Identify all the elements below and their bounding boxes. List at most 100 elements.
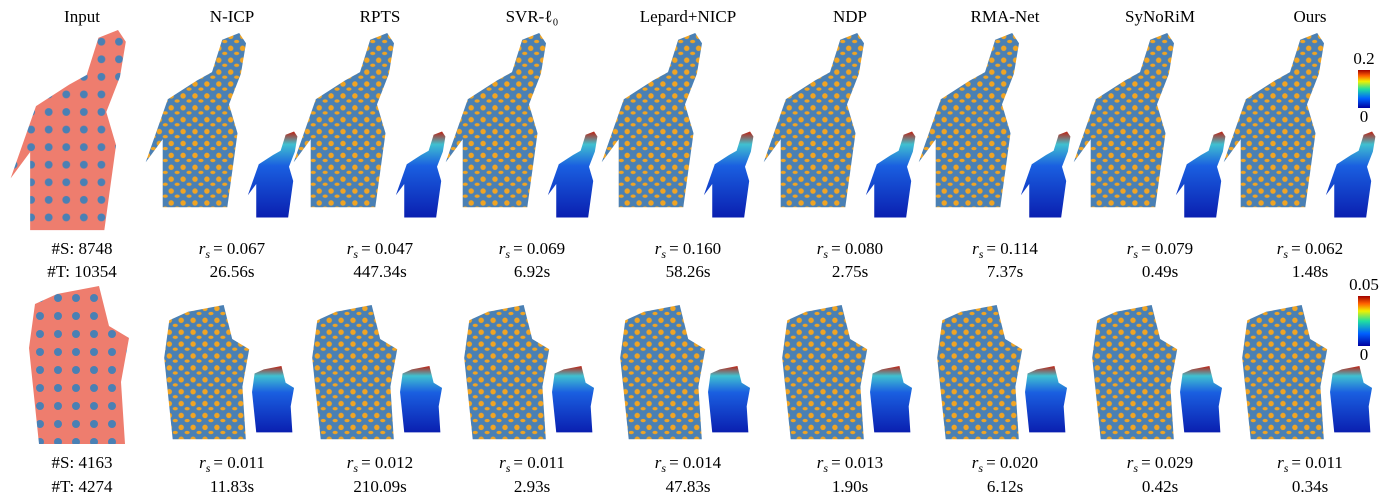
metric-subscript: s bbox=[978, 461, 983, 475]
residual-error: rs= 0.014 bbox=[655, 453, 722, 475]
error-heatmap bbox=[1180, 366, 1222, 432]
registration-result bbox=[446, 33, 546, 207]
runtime: 2.93s bbox=[514, 477, 550, 496]
residual-error: rs= 0.029 bbox=[1127, 453, 1193, 475]
registration-result bbox=[782, 305, 867, 439]
error-heatmap bbox=[1326, 131, 1376, 217]
error-heatmap bbox=[400, 366, 442, 432]
runtime: 0.42s bbox=[1142, 477, 1178, 496]
error-value: = 0.069 bbox=[513, 239, 565, 258]
residual-error: rs= 0.047 bbox=[347, 239, 414, 261]
error-value: = 0.014 bbox=[669, 453, 722, 472]
error-value: = 0.011 bbox=[513, 453, 564, 472]
colorbar-min: 0 bbox=[1360, 107, 1369, 126]
registration-result bbox=[1224, 33, 1324, 207]
error-value: = 0.080 bbox=[831, 239, 883, 258]
runtime: 2.75s bbox=[832, 262, 868, 281]
metric-subscript: s bbox=[661, 461, 666, 475]
residual-error: rs= 0.011 bbox=[199, 453, 265, 475]
column-header: NDP bbox=[833, 7, 867, 26]
runtime: 0.34s bbox=[1292, 477, 1328, 496]
metric-subscript: s bbox=[661, 247, 666, 261]
registration-result bbox=[312, 305, 397, 439]
column-header: N-ICP bbox=[210, 7, 254, 26]
error-value: = 0.013 bbox=[831, 453, 883, 472]
metric-subscript: s bbox=[1133, 461, 1138, 475]
runtime: 1.90s bbox=[832, 477, 868, 496]
residual-error: rs= 0.011 bbox=[499, 453, 565, 475]
metric-subscript: s bbox=[505, 247, 510, 261]
metric-subscript: s bbox=[353, 461, 358, 475]
column-header: Lepard+NICP bbox=[640, 7, 736, 26]
error-heatmap bbox=[866, 131, 916, 217]
residual-error: rs= 0.012 bbox=[347, 453, 413, 475]
error-value: = 0.011 bbox=[1291, 453, 1342, 472]
input-shape bbox=[11, 30, 126, 230]
error-value: = 0.062 bbox=[1291, 239, 1343, 258]
residual-error: rs= 0.079 bbox=[1127, 239, 1193, 261]
metric-subscript: s bbox=[353, 247, 358, 261]
registration-result bbox=[1074, 33, 1174, 207]
registration-result bbox=[620, 305, 705, 439]
column-header: Input bbox=[64, 7, 100, 26]
metric-subscript: s bbox=[1284, 461, 1289, 475]
error-heatmap bbox=[870, 366, 912, 432]
metric-subscript: s bbox=[823, 247, 828, 261]
metric-subscript: s bbox=[205, 247, 210, 261]
registration-result bbox=[919, 33, 1019, 207]
error-heatmap bbox=[1330, 366, 1372, 432]
metric-subscript: s bbox=[506, 461, 511, 475]
registration-result bbox=[937, 305, 1022, 439]
column-header: RPTS bbox=[360, 7, 401, 26]
runtime: 6.92s bbox=[514, 262, 550, 281]
error-heatmap bbox=[1176, 131, 1226, 217]
residual-error: rs= 0.080 bbox=[817, 239, 883, 261]
residual-error: rs= 0.067 bbox=[199, 239, 266, 261]
error-heatmap bbox=[552, 366, 594, 432]
registration-result bbox=[602, 33, 702, 207]
registration-result bbox=[1092, 305, 1177, 439]
error-value: = 0.079 bbox=[1141, 239, 1193, 258]
colorbar bbox=[1358, 296, 1370, 346]
metric-subscript: s bbox=[979, 247, 984, 261]
error-heatmap bbox=[248, 131, 298, 217]
error-heatmap bbox=[704, 131, 754, 217]
runtime: 58.26s bbox=[666, 262, 711, 281]
error-heatmap bbox=[548, 131, 598, 217]
registration-result bbox=[146, 33, 246, 207]
error-heatmap bbox=[252, 366, 294, 432]
colorbar-min: 0 bbox=[1360, 345, 1369, 364]
figure: InputN-ICPRPTSSVR-ℓ₀Lepard+NICPNDPRMA-Ne… bbox=[0, 0, 1384, 498]
registration-result bbox=[294, 33, 394, 207]
runtime: 11.83s bbox=[210, 477, 254, 496]
input-shape bbox=[29, 286, 129, 444]
registration-result bbox=[1242, 305, 1327, 439]
residual-error: rs= 0.062 bbox=[1277, 239, 1343, 261]
registration-result bbox=[464, 305, 549, 439]
error-value: = 0.020 bbox=[986, 453, 1038, 472]
error-value: = 0.012 bbox=[361, 453, 413, 472]
runtime: 6.12s bbox=[987, 477, 1023, 496]
residual-error: rs= 0.011 bbox=[1277, 453, 1343, 475]
registration-result bbox=[764, 33, 864, 207]
colorbar bbox=[1358, 70, 1370, 108]
residual-error: rs= 0.160 bbox=[655, 239, 721, 261]
metric-subscript: s bbox=[823, 461, 828, 475]
metric-subscript: s bbox=[1283, 247, 1288, 261]
error-heatmap bbox=[1025, 366, 1067, 432]
residual-error: rs= 0.020 bbox=[972, 453, 1038, 475]
column-header: SVR-ℓ₀ bbox=[506, 7, 559, 26]
column-header: Ours bbox=[1293, 7, 1326, 26]
residual-error: rs= 0.013 bbox=[817, 453, 883, 475]
runtime: 447.34s bbox=[353, 262, 406, 281]
metric-subscript: s bbox=[1133, 247, 1138, 261]
error-value: = 0.011 bbox=[213, 453, 264, 472]
runtime: 1.48s bbox=[1292, 262, 1328, 281]
source-count: #S: 8748 bbox=[52, 239, 113, 258]
runtime: 47.83s bbox=[666, 477, 711, 496]
error-value: = 0.047 bbox=[361, 239, 414, 258]
runtime: 26.56s bbox=[210, 262, 255, 281]
source-count: #S: 4163 bbox=[52, 453, 113, 472]
target-count: #T: 4274 bbox=[51, 477, 113, 496]
residual-error: rs= 0.069 bbox=[499, 239, 565, 261]
